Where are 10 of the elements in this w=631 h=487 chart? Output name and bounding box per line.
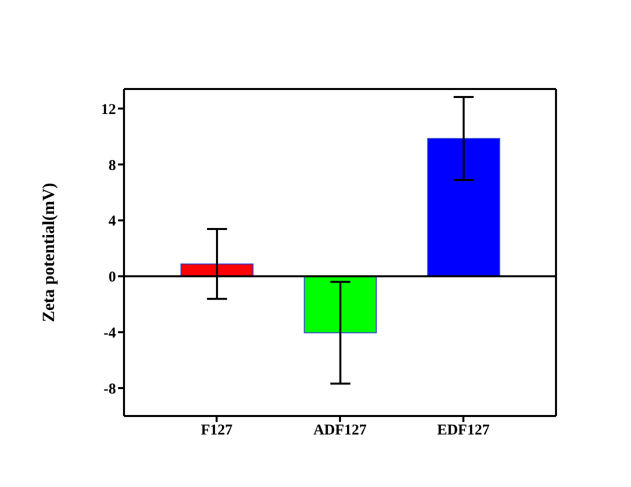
y-axis-title: Zeta potential(mV) — [39, 182, 58, 322]
y-tick-label: -8 — [104, 381, 116, 398]
x-tick-label: ADF127 — [313, 422, 368, 439]
y-tick-label: -4 — [104, 325, 116, 342]
y-tick-label: 0 — [108, 270, 116, 286]
y-tick-label: 8 — [108, 158, 116, 174]
x-tick-label: EDF127 — [437, 422, 490, 439]
x-tick-label: F127 — [200, 422, 233, 439]
y-tick-label: 4 — [108, 214, 116, 230]
y-tick-label: 12 — [101, 102, 116, 118]
